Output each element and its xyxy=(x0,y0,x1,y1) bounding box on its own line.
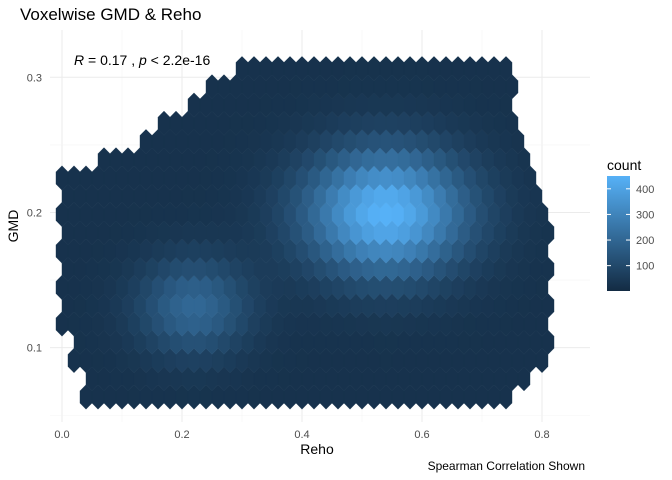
x-tick-label: 0.6 xyxy=(414,429,429,441)
p-symbol: p xyxy=(138,52,147,68)
r-value: = 0.17 , xyxy=(84,52,139,68)
legend: count 100 200 300 400 xyxy=(607,157,654,291)
p-value: < 2.2e-16 xyxy=(147,52,211,68)
legend-tick-label: 400 xyxy=(636,184,654,196)
r-symbol: R xyxy=(74,52,84,68)
x-tick-label: 0.0 xyxy=(54,429,69,441)
y-tick-label: 0.1 xyxy=(27,343,42,355)
y-tick-label: 0.2 xyxy=(27,207,42,219)
legend-tick-label: 300 xyxy=(636,209,654,221)
chart-title: Voxelwise GMD & Reho xyxy=(20,5,201,24)
x-tick-label: 0.4 xyxy=(294,429,309,441)
y-tick-label: 0.3 xyxy=(27,72,42,84)
legend-tick-label: 200 xyxy=(636,235,654,247)
legend-tick-label: 100 xyxy=(636,261,654,273)
y-axis-label: GMD xyxy=(5,210,21,243)
hexbin-cells xyxy=(55,56,555,410)
x-tick-label: 0.8 xyxy=(534,429,549,441)
chart-caption: Spearman Correlation Shown xyxy=(428,459,585,473)
legend-title: count xyxy=(607,157,641,173)
hexbin-cell xyxy=(499,56,513,81)
correlation-annotation: R = 0.17 , p < 2.2e-16 xyxy=(74,52,210,68)
legend-ticks: 100 200 300 400 xyxy=(607,184,654,273)
y-axis-ticks: 0.1 0.2 0.3 xyxy=(27,72,42,354)
x-tick-label: 0.2 xyxy=(174,429,189,441)
x-axis-ticks: 0.0 0.2 0.4 0.6 0.8 xyxy=(54,429,549,441)
legend-colorbar xyxy=(607,176,630,291)
x-axis-label: Reho xyxy=(300,441,334,457)
